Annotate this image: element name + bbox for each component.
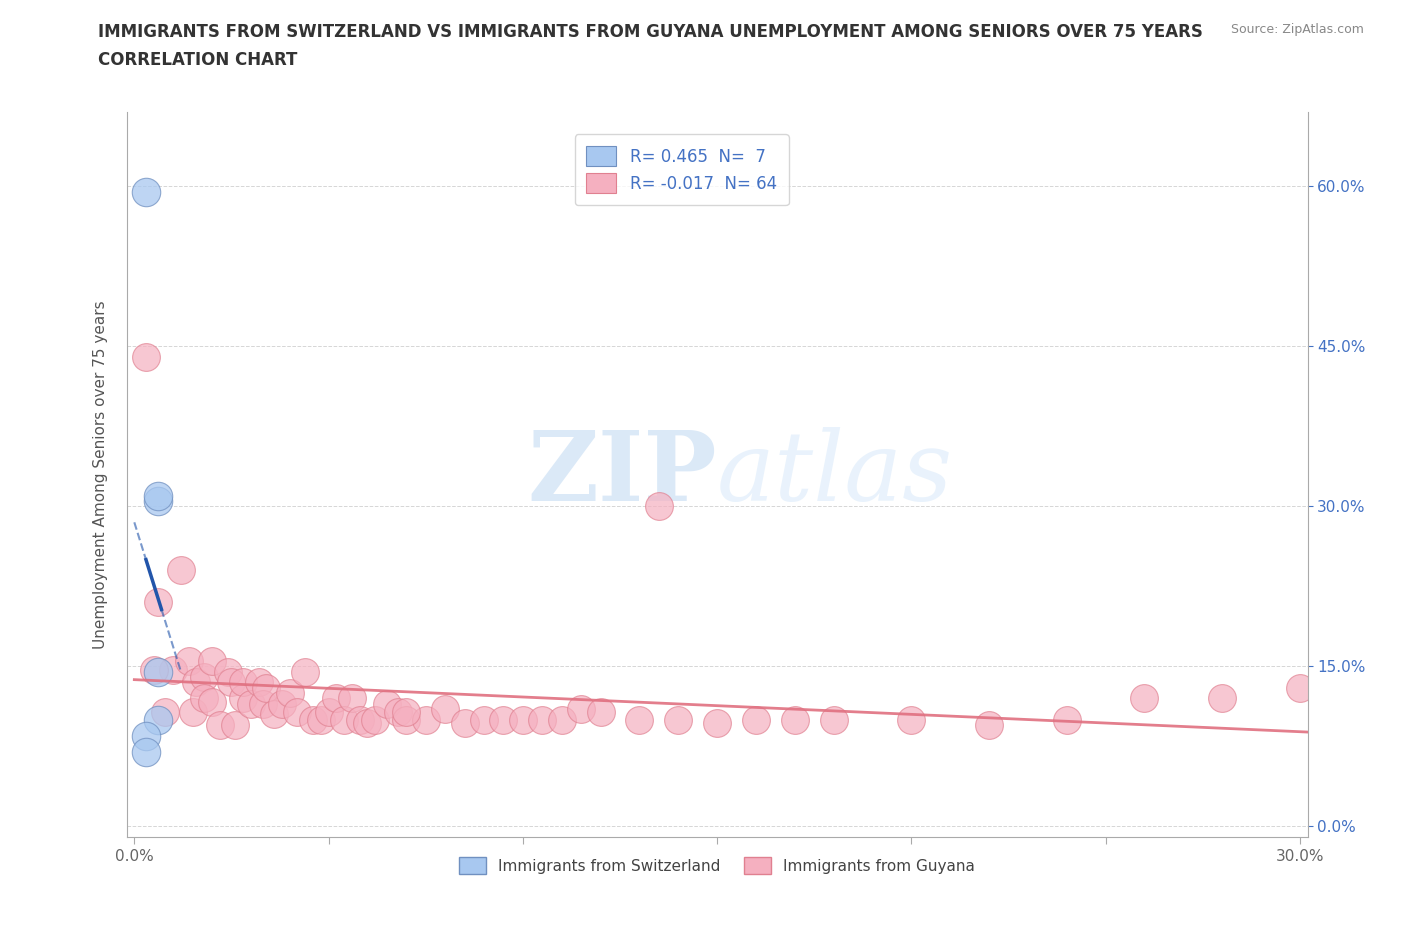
Point xyxy=(512,712,534,727)
Point xyxy=(550,712,572,727)
Point xyxy=(263,707,285,722)
Point xyxy=(278,685,301,700)
Point xyxy=(472,712,495,727)
Point xyxy=(569,701,592,716)
Y-axis label: Unemployment Among Seniors over 75 years: Unemployment Among Seniors over 75 years xyxy=(93,300,108,648)
Point xyxy=(135,184,157,199)
Point xyxy=(356,715,378,730)
Point xyxy=(309,712,332,727)
Point xyxy=(1133,691,1156,706)
Point xyxy=(193,691,215,706)
Point xyxy=(287,705,309,720)
Point xyxy=(254,680,277,695)
Text: CORRELATION CHART: CORRELATION CHART xyxy=(98,51,298,69)
Point xyxy=(146,712,169,727)
Point xyxy=(666,712,689,727)
Point xyxy=(221,675,243,690)
Point xyxy=(375,697,398,711)
Point xyxy=(142,662,165,677)
Text: atlas: atlas xyxy=(717,427,953,522)
Point xyxy=(302,712,325,727)
Point xyxy=(492,712,515,727)
Point xyxy=(146,494,169,509)
Point xyxy=(162,662,184,677)
Point xyxy=(333,712,356,727)
Point xyxy=(453,715,475,730)
Point xyxy=(434,701,457,716)
Point xyxy=(146,595,169,610)
Point xyxy=(294,664,316,679)
Point xyxy=(1056,712,1078,727)
Point xyxy=(217,664,239,679)
Point xyxy=(135,744,157,759)
Point xyxy=(900,712,922,727)
Point xyxy=(648,498,671,513)
Point xyxy=(977,718,1000,733)
Point xyxy=(146,664,169,679)
Point xyxy=(135,350,157,365)
Point xyxy=(201,654,224,669)
Point xyxy=(415,712,437,727)
Point xyxy=(706,715,728,730)
Point xyxy=(628,712,651,727)
Point xyxy=(745,712,768,727)
Point xyxy=(589,705,612,720)
Point xyxy=(1288,680,1310,695)
Point xyxy=(186,675,208,690)
Point xyxy=(340,691,363,706)
Point xyxy=(208,718,231,733)
Point xyxy=(783,712,806,727)
Point xyxy=(224,718,246,733)
Point xyxy=(395,705,418,720)
Point xyxy=(155,705,177,720)
Point xyxy=(395,712,418,727)
Point xyxy=(232,691,254,706)
Point xyxy=(146,488,169,503)
Point xyxy=(318,705,340,720)
Point xyxy=(193,670,215,684)
Point xyxy=(531,712,554,727)
Point xyxy=(387,705,409,720)
Legend: Immigrants from Switzerland, Immigrants from Guyana: Immigrants from Switzerland, Immigrants … xyxy=(453,851,981,880)
Point xyxy=(823,712,845,727)
Point xyxy=(271,697,294,711)
Text: ZIP: ZIP xyxy=(527,427,717,522)
Point xyxy=(170,563,193,578)
Point xyxy=(239,697,262,711)
Text: Source: ZipAtlas.com: Source: ZipAtlas.com xyxy=(1230,23,1364,36)
Point xyxy=(364,712,387,727)
Point xyxy=(201,694,224,709)
Point xyxy=(135,728,157,743)
Point xyxy=(349,712,371,727)
Point xyxy=(325,691,347,706)
Point xyxy=(181,705,204,720)
Text: IMMIGRANTS FROM SWITZERLAND VS IMMIGRANTS FROM GUYANA UNEMPLOYMENT AMONG SENIORS: IMMIGRANTS FROM SWITZERLAND VS IMMIGRANT… xyxy=(98,23,1204,41)
Point xyxy=(232,675,254,690)
Point xyxy=(247,675,270,690)
Point xyxy=(1211,691,1233,706)
Point xyxy=(177,654,200,669)
Point xyxy=(252,697,274,711)
